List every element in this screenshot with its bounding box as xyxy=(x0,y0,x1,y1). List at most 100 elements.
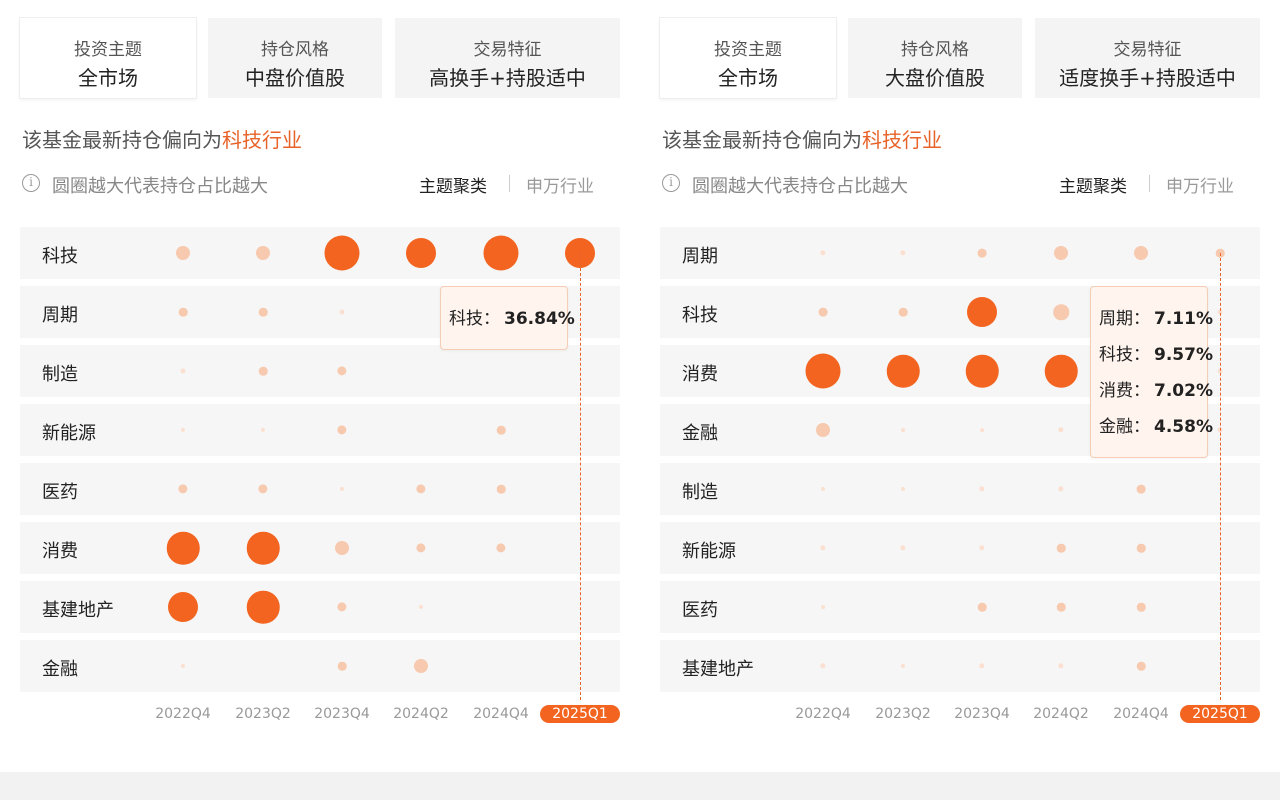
filter-card-0[interactable]: 投资主题 全市场 xyxy=(660,18,836,98)
filter-card-2[interactable]: 交易特征 高换手+持股适中 xyxy=(395,18,620,98)
bubble-mark[interactable] xyxy=(977,602,987,612)
x-tick-label[interactable]: 2024Q4 xyxy=(473,706,529,722)
toggle-theme-cluster[interactable]: 主题聚类 xyxy=(419,177,487,197)
bubble-mark[interactable] xyxy=(1058,427,1064,433)
filter-card-1[interactable]: 持仓风格 中盘价值股 xyxy=(208,18,382,98)
bubble-mark[interactable] xyxy=(483,235,519,271)
bubble-mark[interactable] xyxy=(337,661,347,671)
bubble-mark[interactable] xyxy=(339,486,345,492)
bubble-mark[interactable] xyxy=(1056,602,1066,612)
bubble-mark[interactable] xyxy=(418,604,424,610)
toggle-sw-industry[interactable]: 申万行业 xyxy=(526,177,594,197)
bubble-mark[interactable] xyxy=(979,663,985,669)
bubble-mark[interactable] xyxy=(335,541,349,555)
bubble-mark[interactable] xyxy=(1136,661,1146,671)
bubble-mark[interactable] xyxy=(180,663,186,669)
bubble-mark[interactable] xyxy=(1053,304,1069,320)
bubble-mark[interactable] xyxy=(178,484,188,494)
bubble-mark[interactable] xyxy=(406,238,436,268)
bubble-mark[interactable] xyxy=(901,428,905,432)
filter-card-1[interactable]: 持仓风格 大盘价值股 xyxy=(848,18,1022,98)
bubble-mark[interactable] xyxy=(818,307,828,317)
toggle-theme-cluster[interactable]: 主题聚类 xyxy=(1059,177,1127,197)
bubble-mark[interactable] xyxy=(246,590,280,624)
bubble-mark[interactable] xyxy=(805,353,841,389)
row-label: 周期 xyxy=(682,246,718,267)
bubble-mark[interactable] xyxy=(324,235,360,271)
bubble-mark[interactable] xyxy=(900,545,906,551)
bubble-mark[interactable] xyxy=(821,605,825,609)
x-tick-label[interactable]: 2023Q4 xyxy=(954,706,1010,722)
x-tick-label[interactable]: 2024Q4 xyxy=(1113,706,1169,722)
bubble-mark[interactable] xyxy=(898,307,908,317)
bubble-mark[interactable] xyxy=(1058,486,1064,492)
bubble-mark[interactable] xyxy=(337,602,347,612)
bubble-mark[interactable] xyxy=(496,543,506,553)
headline-prefix: 该基金最新持仓偏向为 xyxy=(22,128,222,152)
bubble-mark[interactable] xyxy=(180,427,186,433)
x-tick-label[interactable]: 2024Q2 xyxy=(1033,706,1089,722)
bubble-mark[interactable] xyxy=(900,663,906,669)
bubble-mark[interactable] xyxy=(414,659,428,673)
x-tick-label[interactable]: 2023Q4 xyxy=(314,706,370,722)
filter-card-0[interactable]: 投资主题 全市场 xyxy=(20,18,196,98)
toggle-sw-industry[interactable]: 申万行业 xyxy=(1166,177,1234,197)
tooltip-series-label: 科技： xyxy=(449,309,500,329)
bubble-mark[interactable] xyxy=(256,246,270,260)
bubble-mark[interactable] xyxy=(1056,543,1066,553)
bubble-mark[interactable] xyxy=(260,427,266,433)
bubble-mark[interactable] xyxy=(258,307,268,317)
bubble-mark[interactable] xyxy=(979,486,985,492)
bubble-mark[interactable] xyxy=(816,423,830,437)
x-tick-label-selected[interactable]: 2025Q1 xyxy=(1180,705,1260,723)
bubble-mark[interactable] xyxy=(258,366,268,376)
bubble-mark[interactable] xyxy=(820,486,826,492)
bubble-mark[interactable] xyxy=(977,248,987,258)
bubble-mark[interactable] xyxy=(258,484,268,494)
x-tick-label[interactable]: 2022Q4 xyxy=(155,706,211,722)
bubble-mark[interactable] xyxy=(980,428,984,432)
bubble-mark[interactable] xyxy=(416,484,426,494)
toggle-divider xyxy=(1149,175,1150,192)
info-icon[interactable]: i xyxy=(662,174,680,192)
bubble-mark[interactable] xyxy=(1134,246,1148,260)
bubble-mark[interactable] xyxy=(180,368,186,374)
bubble-mark[interactable] xyxy=(339,309,345,315)
bubble-mark[interactable] xyxy=(900,486,906,492)
x-tick-label[interactable]: 2022Q4 xyxy=(795,706,851,722)
bubble-mark[interactable] xyxy=(176,246,190,260)
matrix-row: 制造 xyxy=(20,345,620,397)
bubble-mark[interactable] xyxy=(820,663,826,669)
x-tick-label[interactable]: 2023Q2 xyxy=(875,706,931,722)
bubble-mark[interactable] xyxy=(886,354,920,388)
bubble-mark[interactable] xyxy=(1058,663,1064,669)
row-label: 基建地产 xyxy=(42,600,114,621)
bubble-mark[interactable] xyxy=(1054,246,1068,260)
bubble-mark[interactable] xyxy=(900,250,906,256)
bubble-mark[interactable] xyxy=(168,592,198,622)
filter-card-2[interactable]: 交易特征 适度换手+持股适中 xyxy=(1035,18,1260,98)
bubble-mark[interactable] xyxy=(496,484,506,494)
bubble-mark[interactable] xyxy=(1136,543,1146,553)
bubble-mark[interactable] xyxy=(965,354,999,388)
bubble-mark[interactable] xyxy=(1136,484,1146,494)
x-tick-label[interactable]: 2024Q2 xyxy=(393,706,449,722)
bubble-mark[interactable] xyxy=(1136,602,1146,612)
bubble-mark[interactable] xyxy=(337,425,347,435)
bubble-mark[interactable] xyxy=(416,543,426,553)
x-tick-label[interactable]: 2023Q2 xyxy=(235,706,291,722)
bubble-mark[interactable] xyxy=(1044,354,1078,388)
bubble-mark[interactable] xyxy=(496,425,506,435)
bubble-mark[interactable] xyxy=(820,250,826,256)
bubble-mark[interactable] xyxy=(967,297,997,327)
info-icon[interactable]: i xyxy=(22,174,40,192)
filter-card-value: 适度换手+持股适中 xyxy=(1059,66,1236,90)
filter-card-value: 全市场 xyxy=(718,66,778,90)
bubble-mark[interactable] xyxy=(166,531,200,565)
bubble-mark[interactable] xyxy=(246,531,280,565)
bubble-mark[interactable] xyxy=(979,545,985,551)
bubble-mark[interactable] xyxy=(337,366,347,376)
bubble-mark[interactable] xyxy=(178,307,188,317)
bubble-mark[interactable] xyxy=(820,545,826,551)
x-tick-label-selected[interactable]: 2025Q1 xyxy=(540,705,620,723)
